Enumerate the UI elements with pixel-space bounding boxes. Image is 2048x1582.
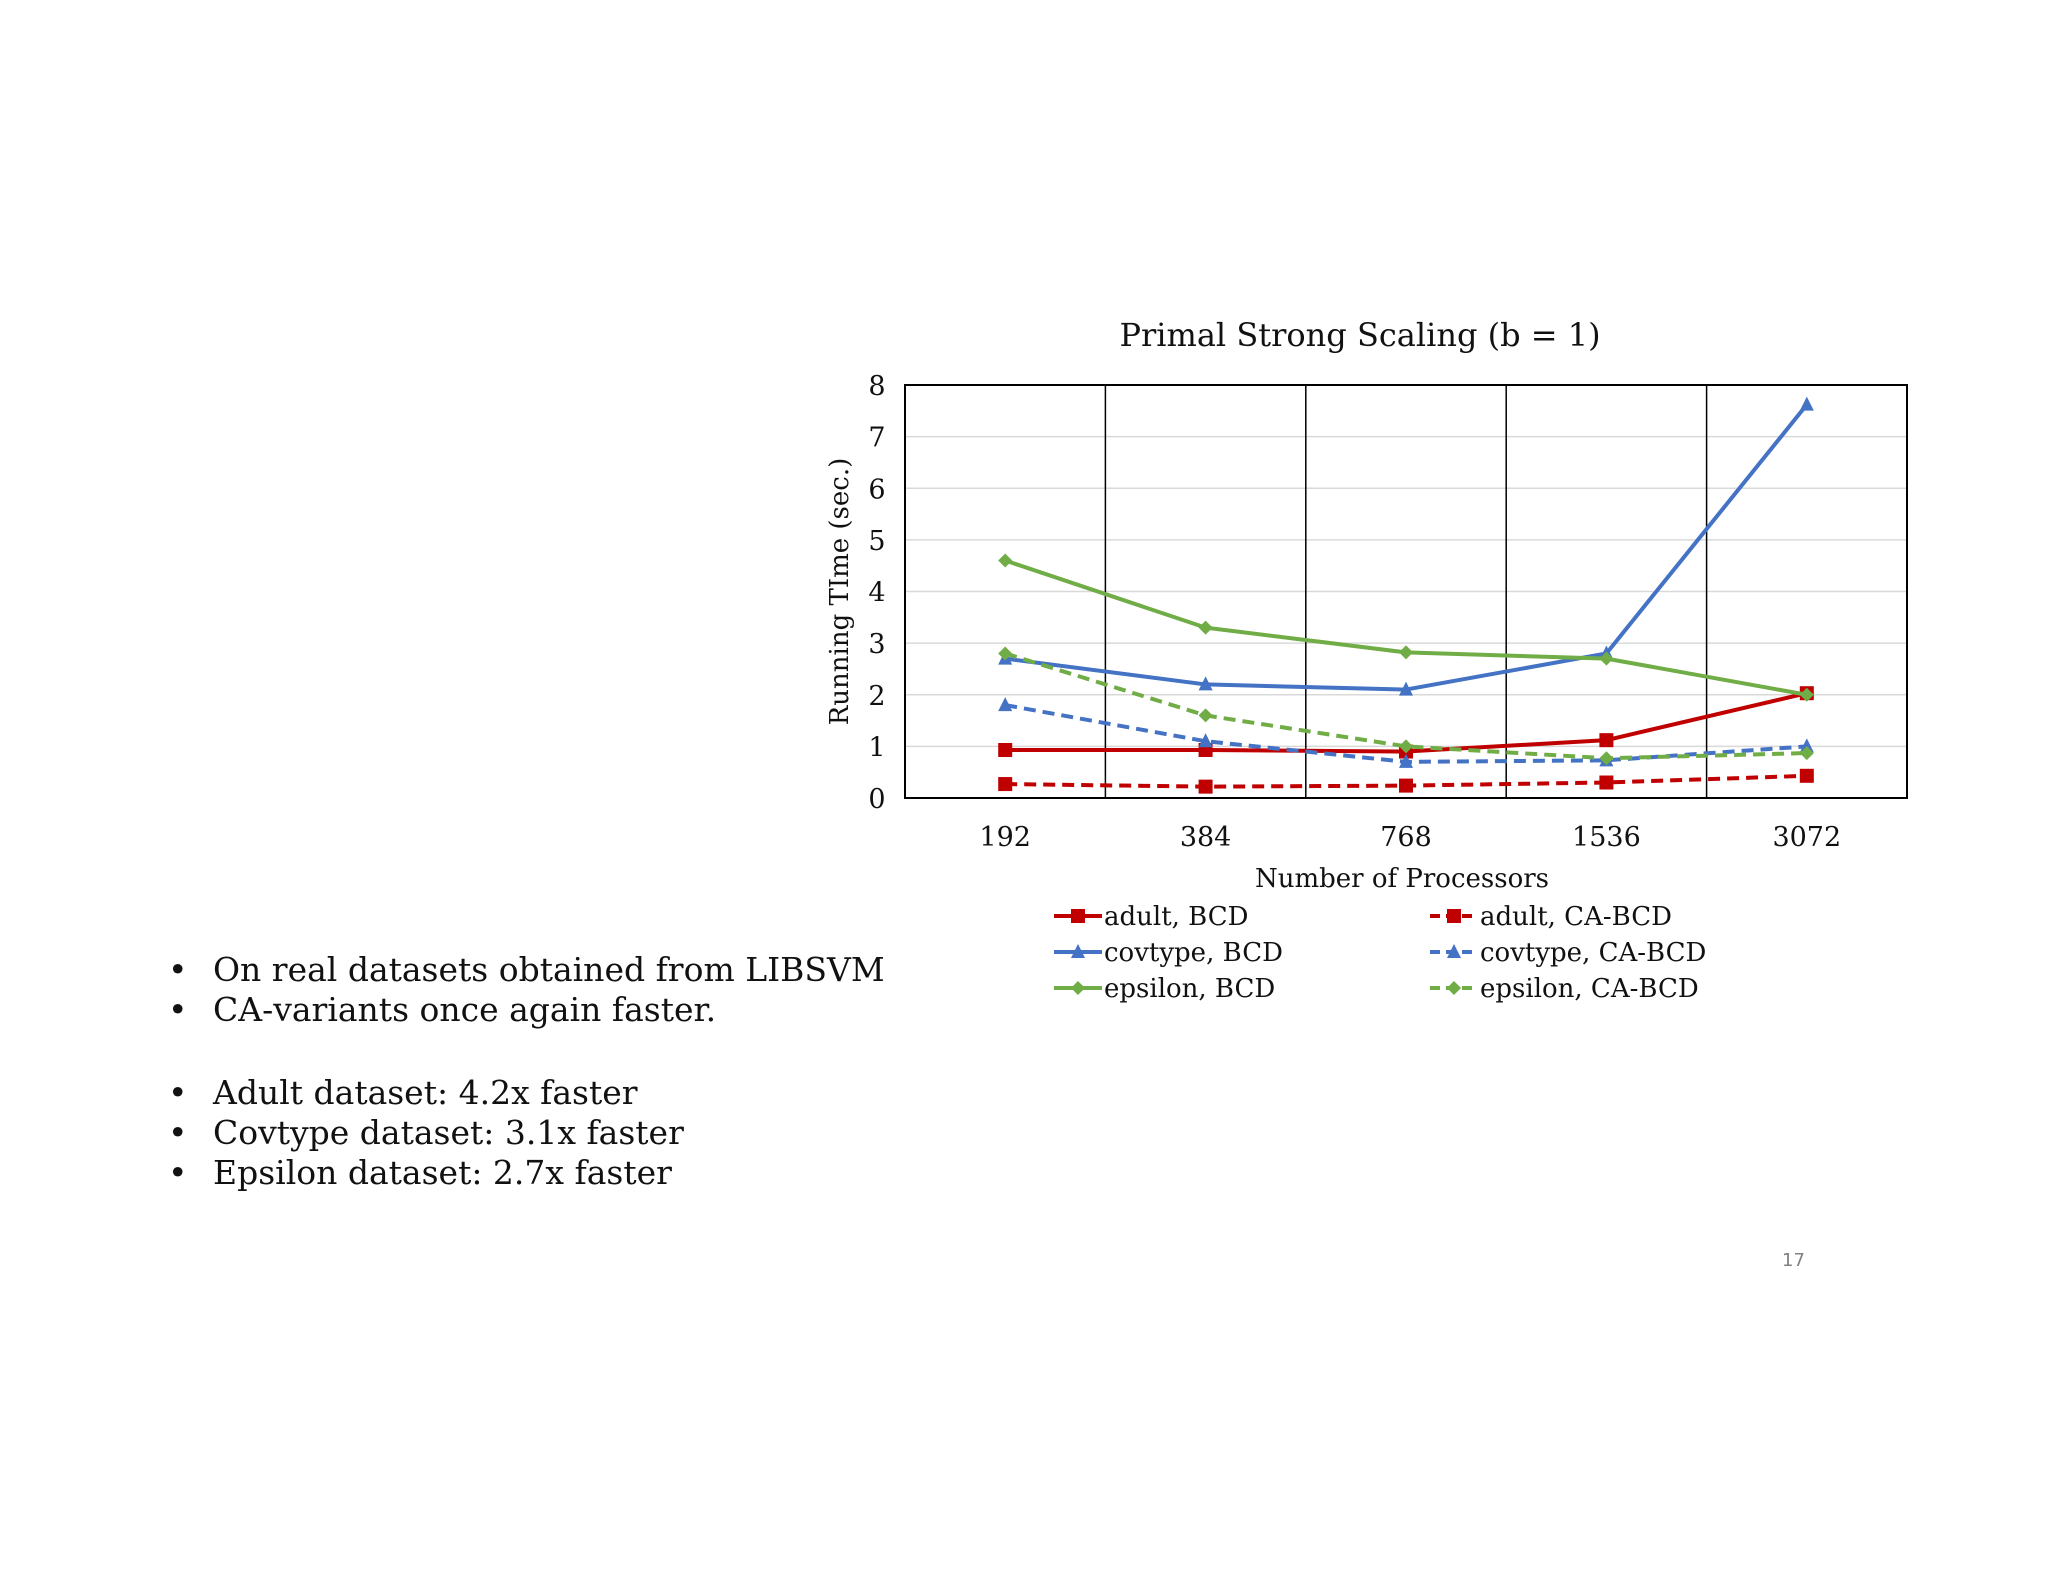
legend-label: covtype, CA-BCD: [1480, 938, 1706, 968]
legend-item: adult, BCD: [1054, 902, 1249, 932]
legend-label: epsilon, BCD: [1104, 974, 1275, 1004]
y-tick-label: 6: [868, 474, 885, 505]
series-line: [998, 646, 1814, 766]
data-point: [1399, 753, 1413, 768]
y-tick-label: 8: [868, 371, 885, 402]
legend: adult, BCD adult, CA-BCD covtype, BCD covty…: [1054, 902, 1706, 1004]
x-tick-label: 3072: [1772, 822, 1841, 853]
y-axis-tick-labels: 0 1 2 3 4 5 6 7 8: [868, 371, 885, 815]
y-tick-label: 1: [868, 732, 885, 763]
x-axis-tick-labels: 192 384 768 1536 3072: [979, 822, 1841, 853]
y-tick-label: 5: [868, 526, 885, 557]
data-point: [1599, 775, 1614, 790]
data-point: [1599, 733, 1614, 748]
data-point: [1399, 645, 1413, 660]
bullet-item: CA-variants once again faster.: [168, 990, 888, 1030]
data-point: [1198, 708, 1213, 723]
legend-item: epsilon, CA-BCD: [1430, 974, 1699, 1004]
data-point: [1399, 739, 1413, 754]
y-tick-label: 0: [868, 784, 885, 815]
legend-item: covtype, CA-BCD: [1430, 938, 1706, 968]
y-tick-label: 7: [868, 423, 885, 454]
x-tick-label: 768: [1380, 822, 1432, 853]
data-point: [1799, 396, 1814, 411]
bullet-item: Adult dataset: 4.2x faster: [168, 1073, 888, 1113]
legend-marker: [1071, 981, 1085, 995]
series-line: [998, 553, 1814, 702]
data-point: [1799, 687, 1814, 702]
data-point: [1799, 768, 1814, 783]
x-tick-label: 1536: [1572, 822, 1641, 853]
y-tick-label: 3: [868, 629, 885, 660]
data-point: [998, 553, 1013, 568]
legend-label: covtype, BCD: [1104, 938, 1283, 968]
y-tick-label: 4: [868, 578, 885, 609]
data-point: [1799, 738, 1814, 753]
chart-title: Primal Strong Scaling (b = 1): [1119, 316, 1600, 354]
data-point: [998, 742, 1013, 757]
data-point: [1599, 751, 1614, 766]
x-axis-label: Number of Processors: [1255, 864, 1549, 894]
legend-label: adult, BCD: [1104, 902, 1249, 932]
legend-marker: [1071, 909, 1085, 923]
data-point: [998, 697, 1013, 712]
y-tick-label: 2: [868, 681, 885, 712]
x-tick-label: 192: [979, 822, 1031, 853]
legend-item: covtype, BCD: [1054, 938, 1283, 968]
series-line: [998, 697, 1814, 768]
legend-marker: [1447, 981, 1461, 995]
data-point: [1198, 676, 1213, 691]
bullet-item: Covtype dataset: 3.1x faster: [168, 1113, 888, 1153]
data-point: [1399, 681, 1413, 696]
legend-label: adult, CA-BCD: [1480, 902, 1672, 932]
legend-marker: [1447, 909, 1461, 923]
y-axis-label: Running TIme (sec.): [825, 458, 855, 726]
data-point: [1399, 778, 1413, 793]
data-point: [1198, 733, 1213, 748]
legend-marker: [1447, 944, 1461, 958]
gridlines: [905, 435, 1907, 748]
legend-item: epsilon, BCD: [1054, 974, 1275, 1004]
x-tick-label: 384: [1180, 822, 1232, 853]
data-point: [1599, 651, 1614, 666]
legend-label: epsilon, CA-BCD: [1480, 974, 1699, 1004]
bullet-list: On real datasets obtained from LIBSVM CA…: [168, 950, 888, 1193]
legend-item: adult, CA-BCD: [1430, 902, 1672, 932]
data-point: [1198, 620, 1213, 635]
data-point: [998, 646, 1013, 661]
series-lines: [998, 396, 1814, 794]
data-point: [998, 777, 1013, 792]
data-point: [1198, 779, 1213, 794]
bullet-item: Epsilon dataset: 2.7x faster: [168, 1153, 888, 1193]
data-point: [1799, 746, 1814, 761]
bullet-item: On real datasets obtained from LIBSVM: [168, 950, 888, 990]
page-number: 17: [1782, 1250, 1805, 1271]
plot-area-frame: [904, 384, 1908, 799]
series-path: [1004, 651, 1807, 761]
series-line: [998, 768, 1814, 794]
legend-marker: [1071, 944, 1085, 958]
